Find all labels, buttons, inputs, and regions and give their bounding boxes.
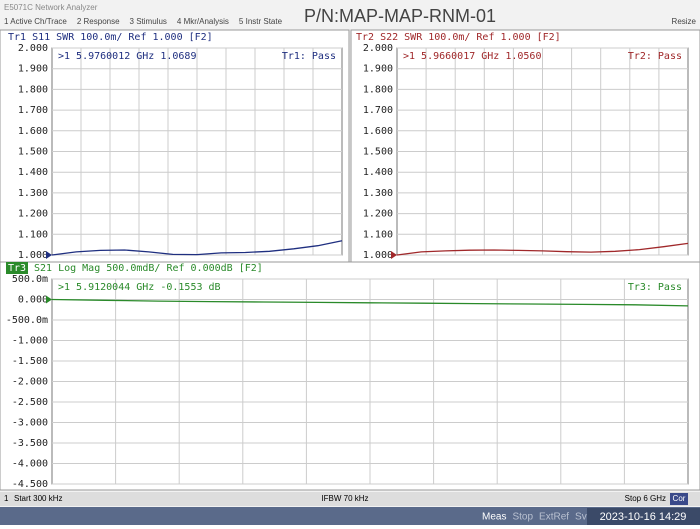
menu-item[interactable]: 2 Response	[77, 17, 120, 26]
y-tick-label: 1.900	[363, 64, 393, 75]
chart-title: Tr1 S11 SWR 100.0m/ Ref 1.000 [F2]	[8, 32, 213, 43]
limit-status: Tr3: Pass	[628, 282, 682, 293]
marker-readout: >1 5.9760012 GHz 1.0689	[58, 51, 196, 62]
trace	[396, 242, 689, 256]
menu-item[interactable]: 4 Mkr/Analysis	[177, 17, 229, 26]
y-tick-label: 1.300	[18, 188, 48, 199]
y-tick-label: 1.600	[363, 126, 393, 137]
y-tick-label: 1.700	[18, 105, 48, 116]
y-tick-label: -2.000	[12, 377, 48, 388]
cor: Cor	[673, 494, 686, 503]
taskbar-item[interactable]: ExtRef	[539, 512, 569, 523]
y-tick-label: -3.500	[12, 438, 48, 449]
y-tick-label: 2.000	[363, 43, 393, 54]
y-tick-label: 1.400	[363, 167, 393, 178]
marker-readout: >1 5.9660017 GHz 1.0560	[403, 51, 541, 62]
menu-item[interactable]: 3 Stimulus	[130, 17, 167, 26]
chart-title: S21 Log Mag 500.0mdB/ Ref 0.000dB [F2]	[34, 263, 263, 274]
menu-item[interactable]: 5 Instr State	[239, 17, 283, 26]
y-tick-label: 1.900	[18, 64, 48, 75]
taskbar-item[interactable]: Svc	[575, 512, 592, 523]
taskbar-item[interactable]: Meas	[482, 512, 506, 523]
y-tick-label: 1.100	[18, 229, 48, 240]
y-tick-label: 500.0m	[12, 274, 48, 285]
y-tick-label: 1.000	[363, 250, 393, 261]
ref-arrow	[46, 251, 52, 259]
y-tick-label: 1.400	[18, 167, 48, 178]
limit-status: Tr1: Pass	[282, 51, 336, 62]
y-tick-label: 1.300	[363, 188, 393, 199]
limit-status: Tr2: Pass	[628, 51, 682, 62]
y-tick-label: 2.000	[18, 43, 48, 54]
y-tick-label: 1.500	[363, 147, 393, 158]
status-bar	[0, 492, 700, 506]
chart-title: Tr2 S22 SWR 100.0m/ Ref 1.000 [F2]	[356, 32, 561, 43]
start-freq: Start 300 kHz	[14, 494, 62, 503]
taskbar	[0, 507, 700, 525]
part-number: P/N:MAP-MAP-RNM-01	[304, 6, 496, 26]
y-tick-label: -3.000	[12, 418, 48, 429]
y-tick-label: -4.500	[12, 479, 48, 490]
y-tick-label: 1.800	[18, 84, 48, 95]
ifbw: IFBW 70 kHz	[321, 494, 368, 503]
y-tick-label: -500.0m	[6, 315, 48, 326]
menu-bar: 1 Active Ch/Trace 2 Response 3 Stimulus 4 M…	[4, 17, 283, 26]
ref-arrow	[46, 295, 52, 304]
y-tick-label: 1.700	[363, 105, 393, 116]
y-tick-label: -1.000	[12, 336, 48, 347]
stop-freq: Stop 6 GHz	[625, 494, 666, 503]
trace-label: Tr3	[8, 263, 26, 274]
trace	[51, 240, 343, 256]
taskbar-items: Meas Stop ExtRef Svc	[482, 512, 592, 523]
datetime: 2023-10-16 14:29	[600, 511, 687, 523]
y-tick-label: 1.500	[18, 147, 48, 158]
resize-button[interactable]: Resize	[672, 17, 697, 26]
y-tick-label: 1.200	[363, 209, 393, 220]
y-tick-label: 1.600	[18, 126, 48, 137]
y-tick-label: 1.200	[18, 209, 48, 220]
taskbar-item[interactable]: Stop	[512, 512, 533, 523]
y-tick-label: -4.000	[12, 459, 48, 470]
channel: 1	[4, 494, 9, 503]
y-tick-label: 1.100	[363, 229, 393, 240]
y-tick-label: -1.500	[12, 356, 48, 367]
y-tick-label: -2.500	[12, 397, 48, 408]
cor-badge	[670, 493, 688, 505]
marker-readout: >1 5.9120044 GHz -0.1553 dB	[58, 282, 221, 293]
menu-item[interactable]: 1 Active Ch/Trace	[4, 17, 67, 26]
trace	[51, 298, 689, 307]
y-tick-label: 1.800	[363, 84, 393, 95]
y-tick-label: 0.000	[18, 295, 48, 306]
y-tick-label: 1.000	[18, 250, 48, 261]
window-title: E5071C Network Analyzer	[4, 3, 98, 12]
ref-arrow	[391, 251, 397, 259]
clock-bg	[587, 508, 700, 525]
trace-label-bg	[6, 262, 28, 274]
